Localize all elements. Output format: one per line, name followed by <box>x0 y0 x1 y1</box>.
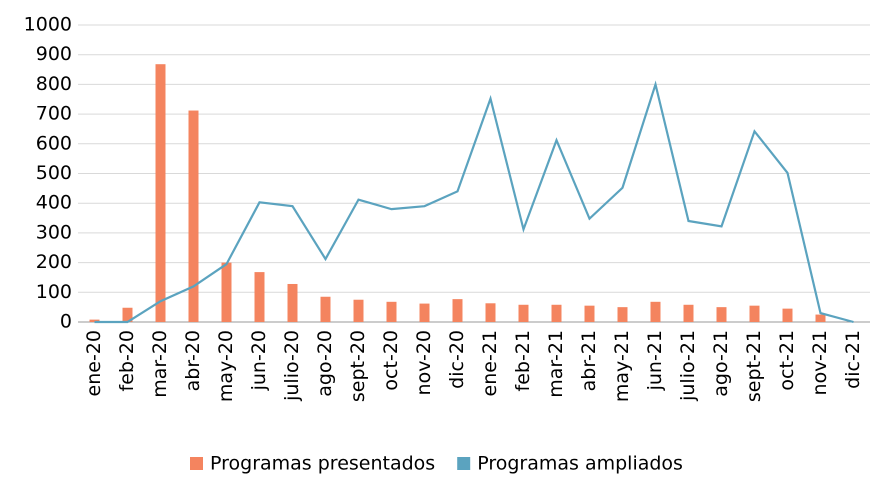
x-tick-label: mar-20 <box>149 330 171 398</box>
y-tick-label: 1000 <box>24 14 72 36</box>
x-tick-label: nov-20 <box>413 330 435 395</box>
y-tick-label: 900 <box>36 43 72 65</box>
x-tick-label: ene-21 <box>479 330 501 396</box>
x-tick-label: julio-21 <box>677 330 699 402</box>
bar <box>782 308 793 322</box>
bar <box>650 301 661 322</box>
x-tick-label: dic-20 <box>446 330 468 389</box>
bar <box>617 307 628 322</box>
bar <box>188 110 199 322</box>
bar <box>683 304 694 322</box>
bar <box>518 304 529 322</box>
y-tick-label: 500 <box>36 162 72 184</box>
bar <box>749 305 760 322</box>
legend-label: Programas presentados <box>210 453 435 475</box>
x-tick-label: mar-21 <box>545 330 567 398</box>
x-tick-label: dic-21 <box>842 330 864 389</box>
y-tick-label: 700 <box>36 103 72 125</box>
x-tick-label: may-21 <box>611 330 633 402</box>
bar <box>716 307 727 322</box>
bar <box>254 272 265 322</box>
y-tick-label: 100 <box>36 281 72 303</box>
y-tick-label: 0 <box>60 311 72 333</box>
x-tick-label: abr-20 <box>182 330 204 391</box>
bar <box>320 296 331 322</box>
x-tick-label: ene-20 <box>83 330 105 396</box>
x-tick-label: oct-20 <box>380 330 402 391</box>
bar <box>89 319 100 322</box>
bar <box>419 303 430 322</box>
x-tick-label: julio-20 <box>281 330 303 402</box>
y-tick-label: 600 <box>36 132 72 154</box>
x-tick-label: abr-21 <box>578 330 600 391</box>
legend-label: Programas ampliados <box>477 453 683 475</box>
x-tick-label: nov-21 <box>809 330 831 395</box>
bar <box>353 299 364 322</box>
bar <box>386 301 397 322</box>
y-tick-label: 800 <box>36 73 72 95</box>
legend-swatch <box>190 457 203 470</box>
x-tick-label: jun-20 <box>248 330 270 391</box>
bar <box>551 304 562 322</box>
bar <box>452 299 463 322</box>
x-tick-label: jun-21 <box>644 330 666 391</box>
bar <box>584 305 595 322</box>
x-tick-label: feb-20 <box>116 330 138 391</box>
bar <box>122 307 133 322</box>
x-tick-label: sept-20 <box>347 330 369 402</box>
bar <box>485 303 496 322</box>
bar <box>155 64 166 322</box>
y-tick-label: 200 <box>36 251 72 273</box>
legend-swatch <box>457 457 471 470</box>
bar <box>221 262 232 322</box>
y-tick-label: 300 <box>36 221 72 243</box>
line <box>94 80 854 324</box>
x-tick-label: oct-21 <box>776 330 798 391</box>
x-tick-label: ago-20 <box>314 330 336 397</box>
bar <box>287 283 298 322</box>
x-tick-label: ago-21 <box>710 330 732 397</box>
x-tick-label: sept-21 <box>743 330 765 402</box>
x-tick-label: may-20 <box>215 330 237 402</box>
bar <box>815 314 826 322</box>
x-tick-label: feb-21 <box>512 330 534 391</box>
y-tick-label: 400 <box>36 192 72 214</box>
